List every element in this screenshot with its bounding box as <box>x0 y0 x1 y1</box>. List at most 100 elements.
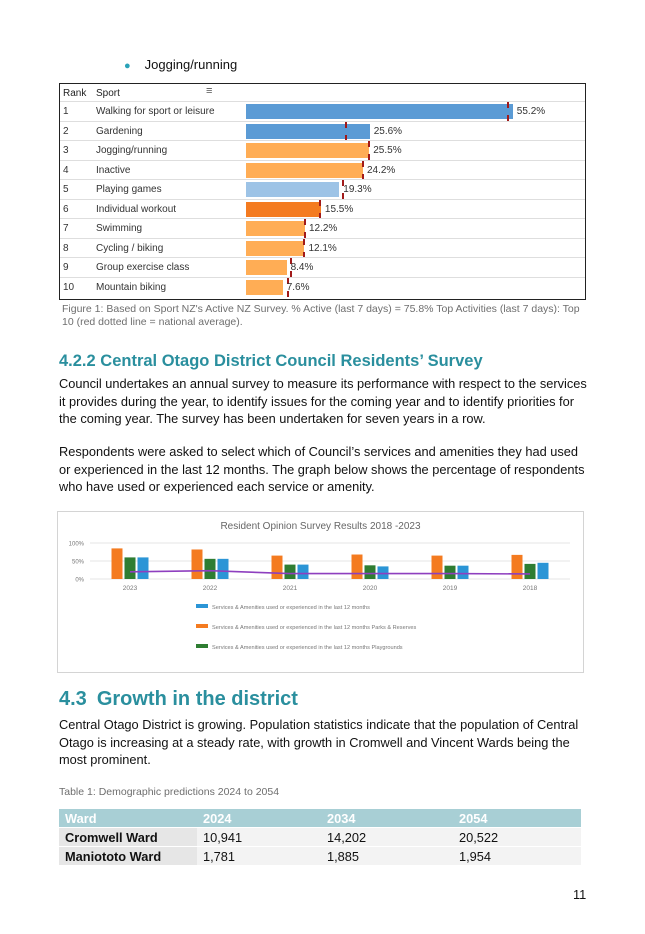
survey-paragraph-2: Respondents were asked to select which o… <box>59 444 585 494</box>
sport-name: Mountain biking <box>96 281 167 293</box>
sort-icon[interactable]: ≡ <box>206 85 213 97</box>
ward-name-cell: Maniototo Ward <box>59 846 197 865</box>
figure-caption: Figure 1: Based on Sport NZ's Active NZ … <box>62 303 580 328</box>
sport-name: Walking for sport or leisure <box>96 106 215 117</box>
sport-rank: 1 <box>63 106 69 117</box>
sport-column-header: Sport <box>96 88 120 99</box>
y-tick-label: 100% <box>69 542 85 548</box>
sport-name: Group exercise class <box>96 262 190 273</box>
sport-rank: 3 <box>63 145 69 156</box>
sport-name: Jogging/running <box>96 145 168 156</box>
value-cell: 1,954 <box>453 846 581 865</box>
sport-value-label: 15.5% <box>324 203 354 215</box>
survey-bar <box>297 564 309 579</box>
sport-rank: 7 <box>63 223 69 234</box>
bullet-text: Jogging/running <box>144 57 238 72</box>
header-2054: 2054 <box>453 809 581 828</box>
sport-name: Swimming <box>96 223 143 234</box>
bullet-icon: ● <box>124 60 131 72</box>
sport-row: 6 Individual workout 15.5% <box>60 198 585 219</box>
header-ward: Ward <box>59 809 197 828</box>
trend-line <box>129 569 531 575</box>
survey-bar <box>364 565 376 579</box>
x-tick-label: 2019 <box>443 585 458 592</box>
sport-value-label: 24.2% <box>366 164 396 176</box>
sport-bar <box>246 143 370 158</box>
sport-row: 3 Jogging/running 25.5% <box>60 140 585 160</box>
survey-bar <box>524 563 536 579</box>
national-average-marker <box>289 258 292 277</box>
national-average-marker <box>345 121 348 141</box>
survey-bar <box>271 555 283 579</box>
survey-paragraph-1: Council undertakes an annual survey to m… <box>59 376 587 426</box>
sport-bar <box>246 240 305 256</box>
growth-paragraph: Central Otago District is growing. Popul… <box>59 717 579 767</box>
survey-chart-svg: Resident Opinion Survey Results 2018 -20… <box>69 521 570 651</box>
survey-results-chart: Resident Opinion Survey Results 2018 -20… <box>57 511 584 673</box>
section-number: 4.3 <box>59 688 87 710</box>
sport-bar <box>246 260 287 275</box>
survey-bar <box>351 554 363 579</box>
survey-bar <box>457 565 469 579</box>
sport-row: 8 Cycling / biking 12.1% <box>60 237 585 258</box>
table-row: Maniototo Ward 1,781 1,885 1,954 <box>59 846 581 865</box>
x-tick-label: 2020 <box>363 585 378 592</box>
y-tick-label: 50% <box>72 560 85 566</box>
header-2024: 2024 <box>197 809 321 828</box>
survey-bar <box>284 564 296 579</box>
sport-name: Playing games <box>96 184 162 195</box>
sport-chart-header: Rank Sport ≡ <box>60 84 585 102</box>
survey-bar <box>444 565 456 579</box>
sport-bar <box>246 279 283 295</box>
sport-bar <box>246 221 305 236</box>
survey-chart-title: Resident Opinion Survey Results 2018 -20… <box>220 521 421 532</box>
sport-bar <box>246 123 370 139</box>
sport-value-label: 12.2% <box>308 223 338 234</box>
sport-value-label: 19.3% <box>343 184 372 195</box>
x-tick-label: 2022 <box>203 585 218 592</box>
survey-bar <box>124 557 136 579</box>
survey-bar <box>511 554 523 579</box>
sport-rank: 5 <box>63 184 69 195</box>
table-row: Cromwell Ward 10,941 14,202 20,522 <box>59 827 581 847</box>
sport-row: 7 Swimming 12.2% <box>60 218 585 238</box>
page-number: 11 <box>573 887 587 902</box>
section-title: Growth in the district <box>96 688 298 710</box>
sport-rank: 8 <box>63 242 69 254</box>
sport-bar <box>246 201 321 217</box>
survey-bar <box>217 558 229 579</box>
sport-bar <box>246 104 513 119</box>
sport-participation-chart: Rank Sport ≡ 1 Walking for sport or leisu… <box>59 83 586 300</box>
x-tick-label: 2023 <box>123 585 138 592</box>
sport-name: Cycling / biking <box>96 242 164 254</box>
table-caption: Table 1: Demographic predictions 2024 to… <box>59 786 280 798</box>
sport-name: Individual workout <box>96 203 177 215</box>
survey-bar <box>204 558 216 579</box>
sport-rank: 10 <box>63 281 75 293</box>
table-header-row: Ward 2024 2034 2054 <box>59 809 581 828</box>
legend-label: Services & Amenities used or experienced… <box>212 605 370 611</box>
sport-row: 5 Playing games 19.3% <box>60 179 585 199</box>
demographic-table: Ward 2024 2034 2054 Cromwell Ward 10,941… <box>59 809 581 865</box>
survey-bar <box>537 562 549 579</box>
national-average-marker <box>319 199 322 219</box>
sport-value-label: 8.4% <box>290 262 314 273</box>
header-2034: 2034 <box>321 809 453 828</box>
x-tick-label: 2018 <box>523 585 538 592</box>
legend-swatch <box>196 644 208 648</box>
sport-value-label: 25.5% <box>373 145 402 156</box>
sport-bar <box>246 162 363 178</box>
value-cell: 1,781 <box>197 846 321 865</box>
value-cell: 10,941 <box>197 827 321 847</box>
survey-bar <box>377 566 389 579</box>
sport-name: Gardening <box>96 125 143 137</box>
national-average-marker <box>362 160 364 180</box>
sport-row: 1 Walking for sport or leisure 55.2% <box>60 101 585 121</box>
sport-rank: 2 <box>63 125 69 137</box>
y-tick-label: 0% <box>75 578 84 584</box>
sport-value-label: 25.6% <box>373 125 403 137</box>
sport-row: 10 Mountain biking 7.6% <box>60 276 585 297</box>
sport-rank: 9 <box>63 262 69 273</box>
national-average-marker <box>304 219 306 238</box>
sport-value-label: 7.6% <box>286 281 310 293</box>
